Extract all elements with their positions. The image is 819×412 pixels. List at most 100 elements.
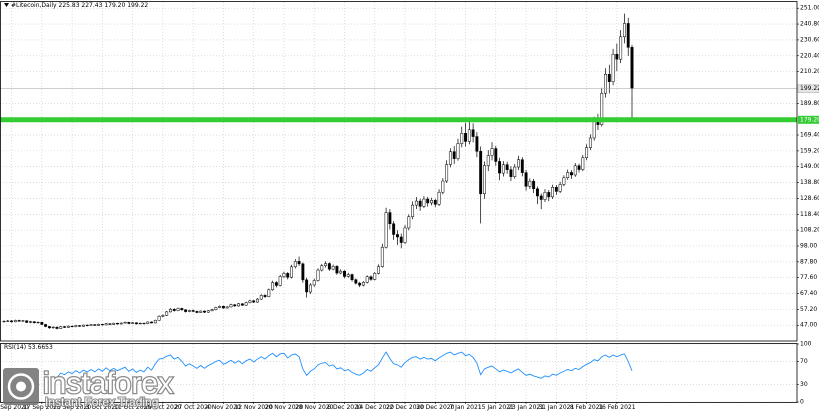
candle-body	[324, 263, 328, 266]
candle-body	[577, 165, 581, 170]
candle-body	[32, 321, 36, 324]
y-tick-label: 57.20	[800, 306, 817, 313]
rsi-title: RSI(14) 53.6653	[4, 344, 53, 351]
candle-body	[138, 322, 142, 325]
candle-body	[346, 274, 350, 277]
candle-body	[97, 324, 101, 326]
candle-body	[100, 324, 104, 326]
candle-body	[316, 269, 320, 281]
candle-body	[528, 180, 532, 187]
candle-body	[47, 326, 51, 329]
candle-body	[350, 274, 354, 280]
candle-body	[460, 133, 464, 144]
watermark-tagline: Instant Forex Trading	[45, 395, 158, 409]
candle-body	[184, 309, 188, 312]
candle-body	[498, 161, 502, 174]
candle-body	[384, 212, 388, 248]
x-tick-label: 11 Oct 2020	[114, 404, 151, 411]
candle-body	[81, 324, 85, 327]
y-tick-label: 118.40	[800, 211, 819, 218]
candle-body	[562, 177, 566, 185]
candle-body	[6, 320, 10, 322]
x-tick-label: 17 Sep 2020	[23, 404, 61, 411]
x-tick-label: 25 Sep 2020	[53, 404, 91, 411]
candle-body	[78, 325, 82, 327]
candle-body	[142, 322, 146, 325]
y-tick-label: 70	[800, 358, 808, 365]
candle-body	[44, 324, 48, 327]
x-tick-label: 22 Dec 2020	[386, 404, 425, 411]
candle-body	[585, 147, 589, 158]
candle-body	[588, 137, 592, 148]
candle-body	[539, 195, 543, 200]
x-tick-label: 3 Oct 2020	[86, 404, 119, 411]
candle-body	[464, 133, 467, 142]
y-tick-label: 189.80	[800, 100, 819, 107]
rsi-line	[56, 351, 633, 379]
candle-body	[274, 282, 278, 286]
candle-body	[172, 308, 176, 311]
y-tick-label: 108.20	[800, 227, 819, 234]
candle-body	[403, 227, 407, 243]
x-tick-label: 30 Dec 2020	[416, 404, 455, 411]
candle-body	[176, 308, 180, 311]
y-tick-label: 159.20	[800, 147, 819, 154]
candle-body	[25, 320, 29, 323]
candle-body	[377, 266, 380, 274]
watermark-logo-dot	[16, 381, 26, 392]
candle-body	[445, 164, 449, 182]
candle-body	[29, 321, 32, 323]
level-tag	[798, 115, 819, 124]
x-tick-label: 20 Nov 2020	[265, 404, 304, 411]
candle-body	[622, 23, 626, 38]
y-tick-label: 149.00	[800, 163, 819, 170]
candle-body	[551, 186, 555, 198]
candle-body	[566, 172, 570, 179]
x-tick-label: 16 Feb 2021	[598, 404, 636, 411]
candle-body	[433, 200, 437, 205]
candle-body	[479, 151, 483, 195]
candle-body	[21, 320, 25, 322]
candle-body	[570, 172, 573, 176]
candle-body	[467, 129, 471, 142]
y-tick-label: 128.60	[800, 195, 819, 202]
watermark: instaforex Instant Forex Trading	[3, 366, 174, 410]
candle-body	[206, 310, 210, 313]
candle-body	[290, 266, 293, 278]
candle-body	[252, 300, 256, 303]
candle-body	[93, 324, 97, 326]
candle-body	[513, 166, 517, 177]
candle-body	[365, 276, 369, 283]
candle-body	[573, 165, 577, 176]
candle-body	[490, 148, 494, 156]
last-price-tag	[797, 84, 819, 93]
candle-body	[286, 273, 290, 278]
y-tick-label: 210.20	[800, 68, 819, 75]
candle-body	[505, 164, 509, 170]
candle-body	[66, 325, 70, 328]
candle-body	[116, 322, 119, 325]
candle-body	[229, 304, 233, 308]
candle-body	[626, 23, 630, 48]
candle-body	[59, 326, 63, 329]
candle-body	[233, 304, 237, 307]
candle-body	[161, 315, 165, 317]
candle-body	[199, 310, 203, 313]
candle-body	[343, 270, 346, 277]
candle-body	[169, 308, 172, 313]
candle-body	[486, 155, 490, 166]
candle-body	[592, 120, 596, 139]
y-tick-label: 138.80	[800, 179, 819, 186]
rsi-panel-frame	[0, 343, 798, 403]
candle-body	[17, 320, 21, 322]
candle-body	[471, 129, 475, 137]
candle-body	[150, 321, 153, 324]
candle-body	[214, 307, 218, 310]
candle-body	[259, 295, 263, 300]
candle-body	[271, 282, 275, 291]
candle-body	[146, 321, 150, 324]
candle-body	[373, 273, 377, 280]
candle-body	[335, 266, 339, 274]
